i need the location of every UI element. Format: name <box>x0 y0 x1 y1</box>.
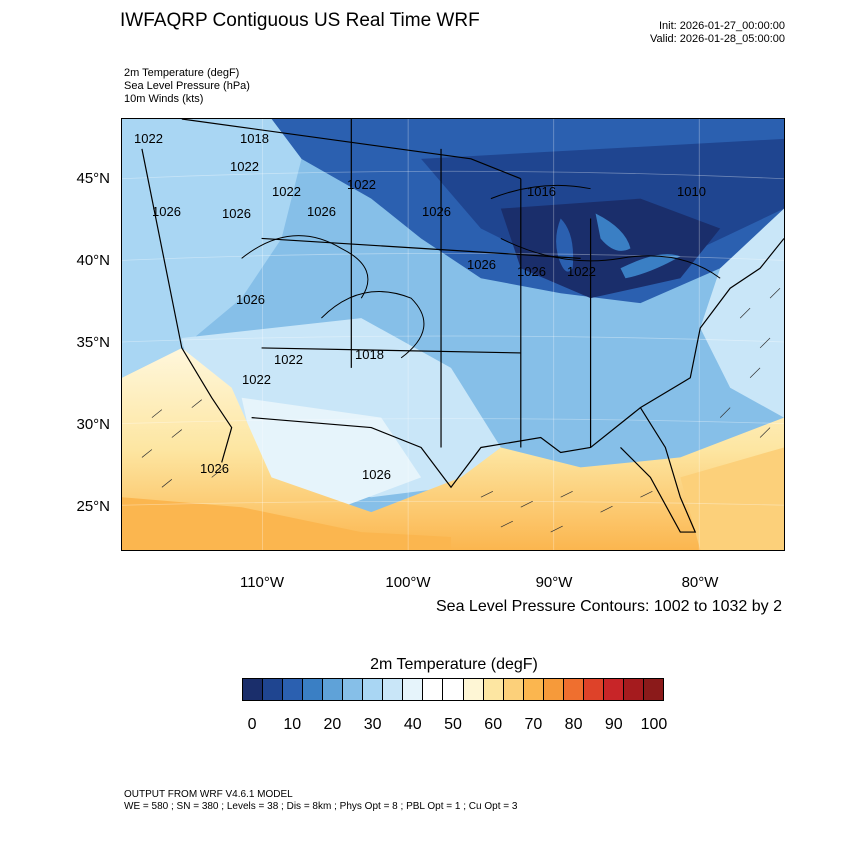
warm-south-deep <box>122 497 452 550</box>
colorbar-tick-label: 20 <box>323 716 342 733</box>
colorbar-tick-label: 0 <box>247 716 257 733</box>
lat-label-25: 25°N <box>76 498 110 515</box>
colorbar-title: 2m Temperature (degF) <box>370 656 538 673</box>
footer-config: WE = 580 ; SN = 380 ; Levels = 38 ; Dis … <box>124 801 518 812</box>
pressure-contour-label: 1026 <box>200 461 229 476</box>
pressure-contour-label: 1026 <box>222 206 251 221</box>
colorbar-swatch <box>523 679 544 700</box>
lake-huron <box>595 213 631 251</box>
lat-label-30: 30°N <box>76 416 110 433</box>
colorbar-swatch <box>363 679 384 700</box>
pressure-contour-label: 1022 <box>567 264 596 279</box>
colorbar-swatch <box>323 679 344 700</box>
pressure-contour-label: 1022 <box>134 131 163 146</box>
pressure-contour-label: 1022 <box>347 177 376 192</box>
pressure-contour-label: 1018 <box>240 131 269 146</box>
colorbar-tick-label: 80 <box>564 716 583 733</box>
cool-texas <box>241 397 422 508</box>
colorbar-swatch <box>543 679 564 700</box>
pressure-contours <box>241 184 721 359</box>
colorbar-swatch <box>603 679 624 700</box>
colorbar <box>242 678 664 701</box>
colorbar-tick-label: 10 <box>283 716 302 733</box>
colorbar-tick-label: 30 <box>363 716 382 733</box>
warm-south <box>122 347 784 550</box>
pressure-contour-label: 1026 <box>307 204 336 219</box>
pressure-contour-label: 1026 <box>236 292 265 307</box>
colorbar-swatch <box>463 679 484 700</box>
pressure-contour-label: 1022 <box>274 352 303 367</box>
cold-northwest <box>122 119 302 378</box>
valid-time: Valid: 2026-01-28_05:00:00 <box>650 33 785 45</box>
pressure-contour-label: 1026 <box>362 467 391 482</box>
pressure-contour-label: 1022 <box>242 372 271 387</box>
lake-erie <box>620 254 681 279</box>
colorbar-swatch <box>243 679 264 700</box>
colorbar-swatch <box>443 679 464 700</box>
colorbar-swatch <box>643 679 663 700</box>
pressure-contour-label: 1022 <box>230 159 259 174</box>
pressure-contour-label: 1016 <box>527 184 556 199</box>
colorbar-tick-label: 100 <box>640 716 668 733</box>
offshore-atlantic <box>700 208 784 418</box>
colorbar-swatch <box>303 679 324 700</box>
colorbar-swatch <box>283 679 304 700</box>
pressure-contour-label: 1026 <box>517 264 546 279</box>
colorbar-tick-label: 50 <box>444 716 462 733</box>
lon-label-80: 80°W <box>681 574 719 591</box>
colorbar-swatch <box>503 679 524 700</box>
colorbar-swatch <box>343 679 364 700</box>
lat-label-40: 40°N <box>76 252 110 269</box>
cold-core-deepest <box>500 198 721 299</box>
pressure-contour-label: 1026 <box>152 204 181 219</box>
pressure-contour-label: 1026 <box>422 204 451 219</box>
colorbar-tick-label: 70 <box>524 716 543 733</box>
lon-label-100: 100°W <box>385 574 431 591</box>
colorbar-swatch <box>483 679 504 700</box>
warm-southeast <box>680 447 784 550</box>
temperature-map <box>122 119 784 550</box>
pressure-contour-label: 1010 <box>677 184 706 199</box>
field-label-winds: 10m Winds (kts) <box>124 93 204 105</box>
lat-label-45: 45°N <box>76 170 110 187</box>
pressure-contour-label: 1022 <box>272 184 301 199</box>
graticule <box>122 119 784 550</box>
lon-label-90: 90°W <box>535 574 573 591</box>
contour-note: Sea Level Pressure Contours: 1002 to 103… <box>436 598 782 615</box>
wind-barbs <box>141 287 781 533</box>
footer-model: OUTPUT FROM WRF V4.6.1 MODEL <box>124 789 293 800</box>
colorbar-swatch <box>563 679 584 700</box>
colorbar-swatch <box>583 679 604 700</box>
colorbar-tick-label: 40 <box>403 716 422 733</box>
borders <box>141 119 784 533</box>
colorbar-swatch <box>383 679 404 700</box>
init-time: Init: 2026-01-27_00:00:00 <box>659 20 785 32</box>
map-panel: 1022 1018 1022 1022 1022 1026 1026 1026 1026 1026… <box>121 118 785 551</box>
colorbar-swatch <box>403 679 424 700</box>
colorbar-swatch <box>263 679 284 700</box>
lat-label-35: 35°N <box>76 334 110 351</box>
lon-label-110: 110°W <box>239 574 285 591</box>
field-label-pressure: Sea Level Pressure (hPa) <box>124 80 250 92</box>
field-label-temperature: 2m Temperature (degF) <box>124 67 240 79</box>
map-title: IWFAQRP Contiguous US Real Time WRF <box>120 10 480 31</box>
colorbar-swatch <box>423 679 444 700</box>
pressure-contour-label: 1018 <box>355 347 384 362</box>
pressure-contour-label: 1026 <box>467 257 496 272</box>
colorbar-tick-label: 60 <box>484 716 503 733</box>
colorbar-tick-label: 90 <box>604 716 623 733</box>
colorbar-swatch <box>623 679 644 700</box>
